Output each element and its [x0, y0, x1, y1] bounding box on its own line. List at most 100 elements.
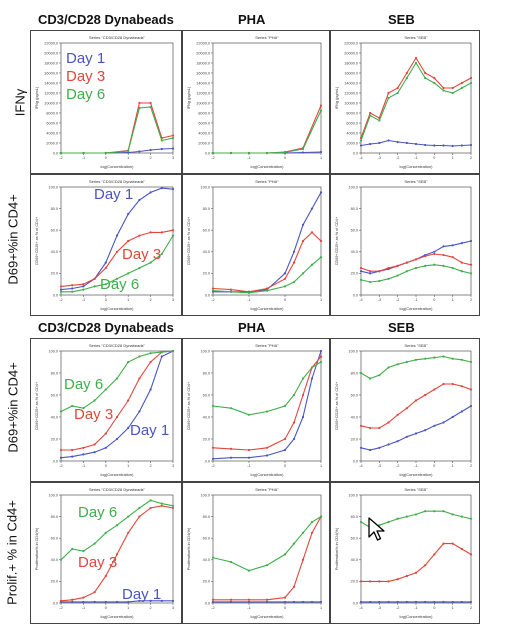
- data-point-day6: [71, 290, 74, 293]
- data-point-day1: [319, 191, 323, 194]
- data-point-day6: [301, 272, 305, 275]
- data-point-day1: [433, 250, 436, 253]
- data-point-day6: [211, 151, 215, 155]
- data-point-day6: [82, 151, 85, 155]
- data-point-day3: [378, 580, 381, 583]
- x-tick-label: 2: [470, 606, 472, 610]
- data-point-day6: [405, 360, 408, 364]
- chart-svg: Series "SEB" 0.0 20.0 40.0 60.0 80.0 100.0 -4 -3…: [335, 179, 473, 311]
- data-point-day3: [442, 382, 445, 386]
- y-tick-label: 100.0: [200, 349, 210, 353]
- y-tick-label: 0.0: [353, 459, 358, 463]
- x-tick-label: 0: [284, 464, 286, 468]
- x-tick-label: 0: [433, 464, 435, 468]
- data-point-day6: [247, 151, 251, 155]
- data-point-day6: [319, 109, 323, 112]
- annotation-day3: Day 3: [74, 406, 114, 423]
- data-point-day6: [292, 393, 296, 397]
- data-point-day6: [160, 252, 163, 256]
- y-tick-label: 0.0: [353, 601, 358, 605]
- data-point-day1: [460, 144, 463, 147]
- data-point-day6: [71, 547, 74, 551]
- chart-svg: Series "CD3/CD28 Dynabeads" 0.0 2000.0 4000…: [35, 35, 175, 169]
- x-tick-label: -2: [396, 464, 399, 468]
- y-tick-label: 18000.0: [344, 61, 358, 65]
- data-point-day3: [138, 377, 141, 380]
- series-line-day3: [360, 383, 472, 429]
- chart-svg: Series "PHA" 0.0 20.0 40.0 60.0 80.0 100.0 -2 -1…: [187, 179, 323, 311]
- data-point-day6: [115, 377, 119, 380]
- x-axis-label: log(Concentration): [101, 164, 135, 169]
- x-tick-label: -4: [359, 298, 362, 302]
- x-tick-label: -1: [414, 298, 417, 302]
- x-tick-label: 1: [127, 298, 129, 302]
- data-point-day3: [138, 234, 141, 237]
- x-tick-label: 0: [433, 298, 435, 302]
- chart-title: Series "CD3/CD28 Dynabeads": [89, 487, 146, 492]
- data-point-day6: [211, 289, 215, 292]
- y-tick-label: 16000.0: [344, 71, 358, 75]
- chart-panel-cd69b-pha: Series "PHA" 0.0 20.0 40.0 60.0 80.0 100.0 -2 -1…: [182, 338, 330, 482]
- x-tick-label: 3: [172, 464, 174, 468]
- y-tick-label: 2000.0: [346, 141, 358, 145]
- data-point-day6: [93, 542, 96, 545]
- x-tick-label: 0: [105, 606, 107, 610]
- x-axis-label: log(Concentration): [251, 614, 285, 619]
- data-point-day3: [387, 421, 390, 424]
- y-tick-label: 20.0: [203, 437, 210, 441]
- y-tick-label: 4000.0: [346, 131, 358, 135]
- data-point-day6: [229, 151, 233, 155]
- data-point-day6: [104, 531, 107, 534]
- y-tick-label: 14000.0: [344, 81, 358, 85]
- data-point-day6: [387, 520, 390, 524]
- plot-area: [360, 42, 472, 154]
- data-point-day3: [469, 388, 473, 391]
- data-point-day6: [424, 510, 427, 513]
- data-point-day1: [378, 446, 381, 449]
- data-point-day1: [82, 285, 85, 288]
- x-tick-label: -2: [59, 298, 62, 302]
- x-tick-label: 0: [105, 464, 107, 468]
- data-point-day1: [127, 600, 130, 604]
- data-point-day6: [460, 270, 463, 273]
- data-point-day6: [149, 261, 152, 264]
- data-point-day6: [149, 352, 152, 355]
- y-tick-label: 80.0: [351, 207, 358, 211]
- data-point-day1: [469, 600, 473, 604]
- data-point-day1: [82, 600, 85, 604]
- data-point-day3: [424, 564, 427, 567]
- data-point-day3: [451, 86, 454, 90]
- data-point-day1: [451, 600, 454, 604]
- chart-panel-cd69b-dynabeads: Series "CD3/CD28 Dynabeads" 0.0 20.0 40.0 60…: [30, 338, 182, 482]
- data-point-day1: [424, 429, 427, 432]
- data-point-day1: [149, 388, 152, 391]
- y-tick-label: 18000.0: [44, 61, 58, 65]
- y-axis-label: Proliferation% in CD4(%): [35, 527, 39, 570]
- x-tick-label: 2: [470, 298, 472, 302]
- data-point-day6: [104, 283, 107, 286]
- data-point-day3: [369, 270, 372, 273]
- data-point-day3: [127, 531, 130, 534]
- y-tick-label: 20000.0: [44, 51, 58, 55]
- series-line-day3: [213, 516, 322, 601]
- data-point-day6: [319, 515, 323, 518]
- data-point-day3: [138, 101, 141, 105]
- data-point-day3: [460, 547, 463, 551]
- data-point-day6: [396, 91, 399, 95]
- y-axis-label: CD69+CD25+ as % of CD4+: [187, 381, 191, 430]
- y-tick-label: 40.0: [351, 558, 358, 562]
- data-point-day1: [442, 144, 445, 147]
- data-point-day6: [93, 399, 96, 402]
- y-axis-label: CD69+CD25+ as % of CD4+: [35, 381, 39, 430]
- y-tick-label: 8000.0: [46, 111, 58, 115]
- y-tick-label: 40.0: [51, 558, 58, 562]
- data-point-day1: [387, 600, 390, 604]
- y-tick-label: 4000.0: [46, 131, 58, 135]
- data-point-day3: [433, 252, 436, 256]
- data-point-day3: [387, 580, 390, 583]
- data-point-day1: [378, 600, 381, 604]
- annotation-day1: Day 1: [66, 50, 106, 67]
- annotation-day3: Day 3: [122, 246, 162, 263]
- y-tick-label: 60.0: [351, 393, 358, 397]
- data-point-day1: [229, 456, 233, 459]
